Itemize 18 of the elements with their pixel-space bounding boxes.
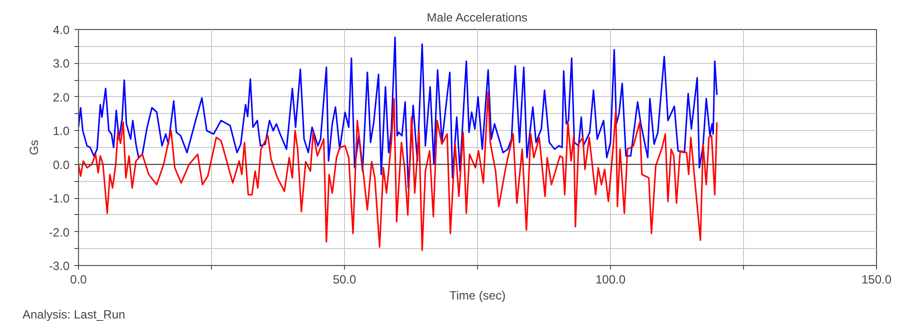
y-tick-label: -1.0 (48, 192, 70, 206)
x-tick-label: 50.0 (332, 272, 357, 286)
y-tick-label: -3.0 (48, 259, 70, 273)
y-tick-label: 2.0 (52, 90, 70, 104)
y-tick-label: 1.0 (52, 124, 70, 138)
x-axis-title: Time (sec) (449, 288, 506, 302)
text: Analysis: Last_Run (22, 308, 126, 321)
y-tick-label: 4.0 (52, 23, 70, 37)
y-tick-label: 3.0 (52, 56, 70, 71)
chart-title: Male Accelerations (426, 10, 528, 24)
y-tick-label: 0.0 (52, 158, 70, 172)
line-series (78, 36, 718, 189)
x-tick-label: 0.0 (70, 272, 88, 286)
line-series (78, 91, 718, 252)
x-tick-label: 100.0 (595, 272, 626, 286)
y-tick-label: -2.0 (48, 225, 70, 240)
y-axis-title: Gs (26, 140, 41, 156)
x-tick-label: 150.0 (861, 272, 892, 286)
